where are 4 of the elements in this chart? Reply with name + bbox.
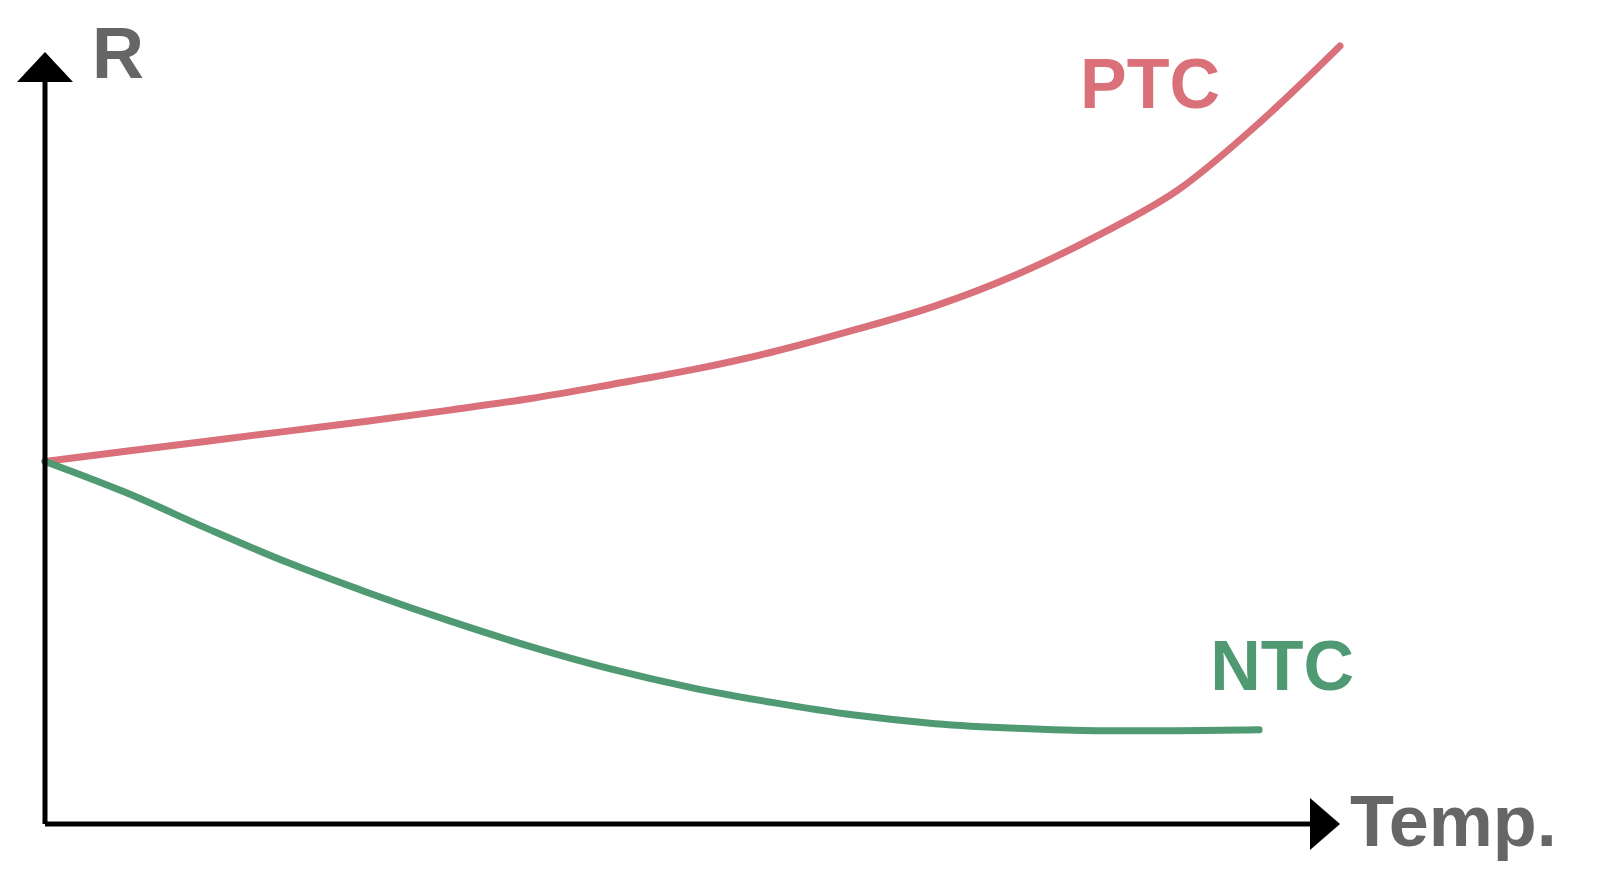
series-label: PTC	[1080, 45, 1220, 123]
x-axis-title: Temp.	[1350, 781, 1557, 861]
series-label: NTC	[1210, 626, 1355, 705]
y-axis-title: R	[92, 13, 144, 93]
